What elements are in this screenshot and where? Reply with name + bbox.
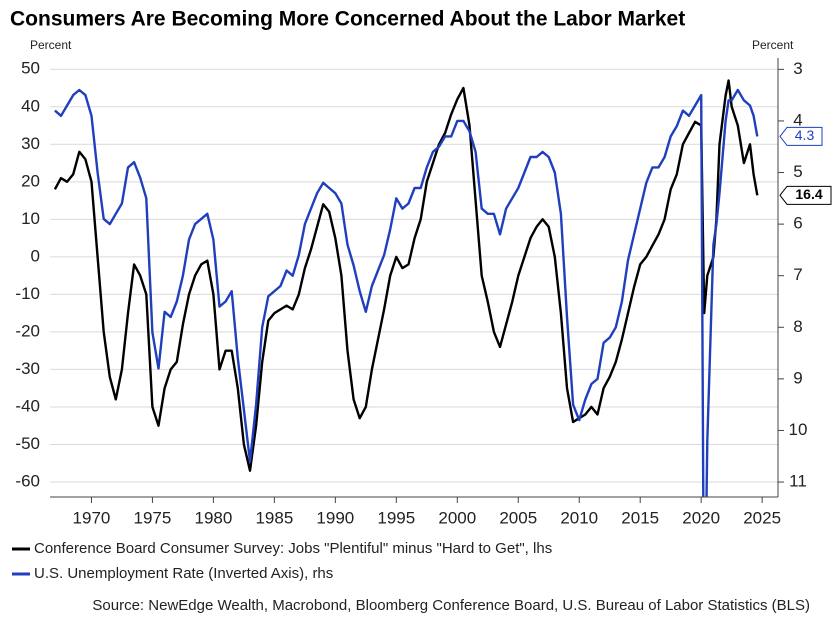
y-tick-label: -20 xyxy=(15,321,40,340)
y-tick-label: -30 xyxy=(15,359,40,378)
source-note: Source: NewEdge Wealth, Macrobond, Bloom… xyxy=(92,597,810,614)
grid xyxy=(50,68,778,483)
x-tick-label: 2005 xyxy=(499,508,537,527)
chart-title: Consumers Are Becoming More Concerned Ab… xyxy=(10,8,685,31)
y2-axis-label: Percent xyxy=(752,38,794,52)
series-line xyxy=(54,88,759,497)
x-tick-label: 1990 xyxy=(316,508,354,527)
x-tick-label: 1985 xyxy=(255,508,293,527)
axes: 50403020100-10-20-30-40-50-6034567891011… xyxy=(15,58,832,527)
end-callout xyxy=(779,126,823,146)
end-callout xyxy=(779,185,832,205)
legend-label: U.S. Unemployment Rate (Inverted Axis), … xyxy=(34,565,333,582)
y-tick-label: 50 xyxy=(21,59,40,78)
end-value-label: 16.4 xyxy=(795,186,822,202)
x-tick-label: 2010 xyxy=(560,508,598,527)
y2-tick-label: 5 xyxy=(793,162,802,181)
y2-tick-label: 4 xyxy=(793,110,802,129)
y-axis-label: Percent xyxy=(30,38,72,52)
y2-tick-label: 7 xyxy=(793,265,802,284)
y-tick-label: 40 xyxy=(21,96,40,115)
legend-label: Conference Board Consumer Survey: Jobs "… xyxy=(34,540,552,557)
y2-tick-label: 11 xyxy=(789,472,807,491)
y2-tick-label: 10 xyxy=(789,420,808,439)
y-tick-label: -40 xyxy=(15,396,40,415)
plot-lines xyxy=(53,79,759,497)
y-tick-label: 10 xyxy=(21,209,40,228)
y-tick-label: -60 xyxy=(15,471,40,490)
end-value-label: 4.3 xyxy=(795,127,815,143)
x-tick-label: 1970 xyxy=(73,508,111,527)
y-tick-label: 30 xyxy=(21,134,40,153)
chart: Consumers Are Becoming More Concerned Ab… xyxy=(10,8,832,582)
x-tick-label: 1995 xyxy=(377,508,415,527)
x-tick-label: 2025 xyxy=(743,508,781,527)
y-tick-label: 20 xyxy=(21,171,40,190)
y-tick-label: -50 xyxy=(15,434,40,453)
series-line xyxy=(53,79,759,472)
y2-tick-label: 9 xyxy=(793,368,802,387)
y-tick-label: 0 xyxy=(31,246,40,265)
x-tick-label: 1975 xyxy=(134,508,172,527)
x-tick-label: 2020 xyxy=(682,508,720,527)
x-tick-label: 1980 xyxy=(194,508,232,527)
x-tick-label: 2000 xyxy=(438,508,476,527)
y2-tick-label: 3 xyxy=(793,59,802,78)
y2-tick-label: 6 xyxy=(793,214,802,233)
y-tick-label: -10 xyxy=(15,284,40,303)
x-tick-label: 2015 xyxy=(621,508,659,527)
y2-tick-label: 8 xyxy=(793,317,802,336)
